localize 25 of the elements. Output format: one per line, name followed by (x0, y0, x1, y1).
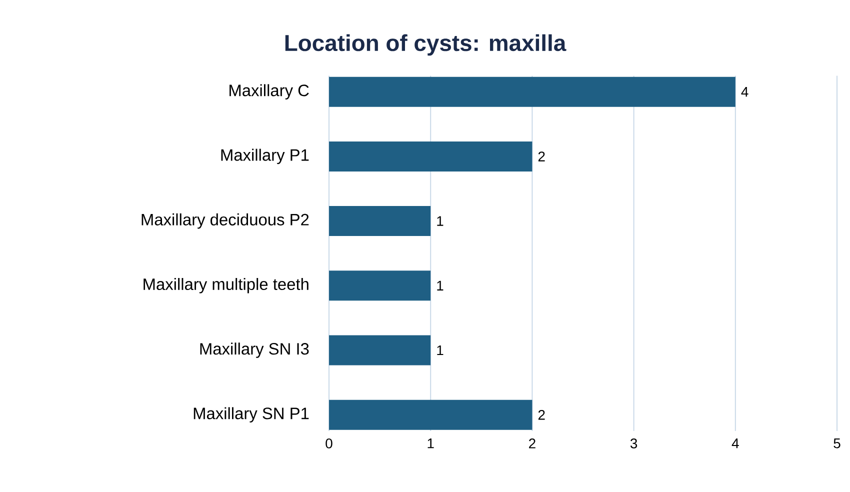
y-tick-label: Maxillary SN P1 (194, 407, 309, 423)
bar (329, 335, 431, 366)
x-tick-label: 4 (732, 438, 739, 448)
bar (329, 141, 532, 172)
x-tick-label: 3 (630, 438, 638, 448)
x-tick-label: 1 (428, 438, 434, 448)
x-tick-label: 2 (529, 438, 536, 448)
chart-title: Location of cysts: maxilla (285, 34, 566, 56)
x-tick-label: 0 (326, 438, 332, 448)
y-tick-label: Maxillary C (230, 84, 309, 100)
y-tick-label: Maxillary deciduous P2 (142, 213, 309, 229)
bar (329, 270, 431, 301)
data-label: 1 (437, 345, 444, 356)
data-label: 2 (538, 410, 545, 420)
bar (329, 206, 431, 236)
bar (329, 400, 532, 430)
data-label: 2 (538, 152, 545, 162)
data-label: 1 (437, 216, 444, 226)
x-tick-label: 5 (834, 438, 840, 448)
data-label: 1 (437, 280, 444, 290)
y-tick-label: Maxillary multiple teeth (144, 278, 308, 294)
y-tick-label: Maxillary SN I3 (200, 342, 309, 358)
bar (329, 76, 736, 107)
y-tick-label: Maxillary P1 (221, 148, 309, 164)
data-label: 4 (741, 87, 748, 97)
